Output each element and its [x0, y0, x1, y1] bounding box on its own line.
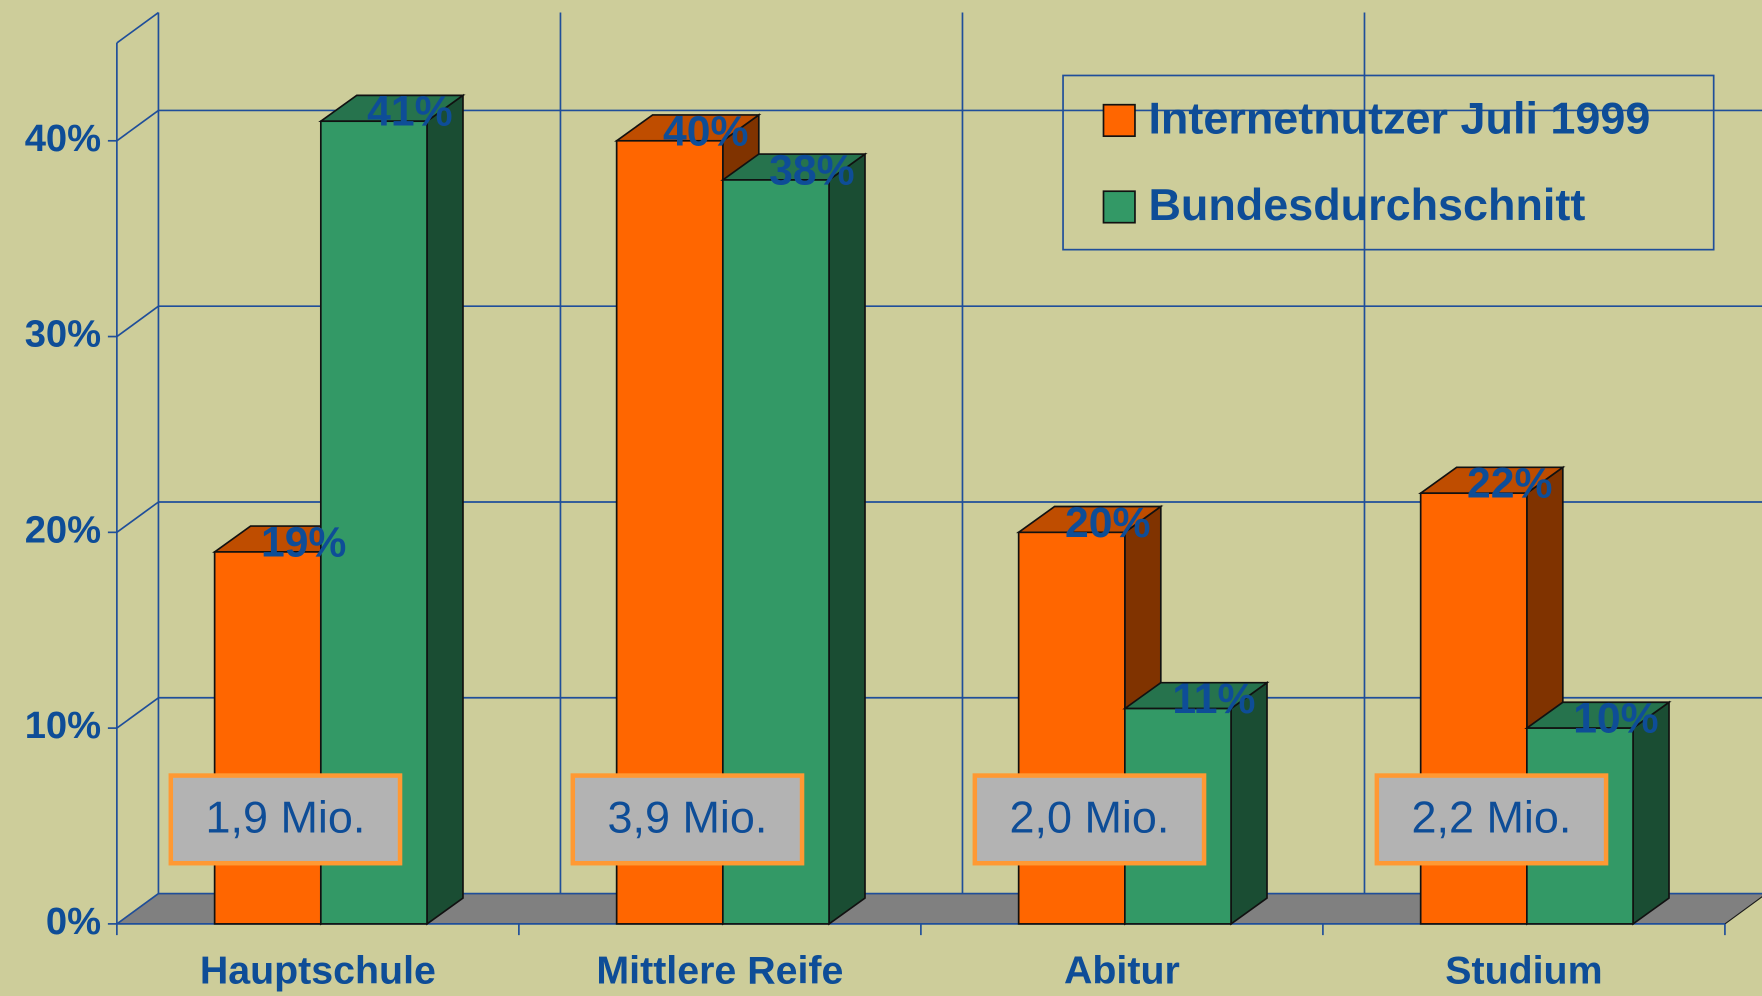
y-tick-label: 10% — [25, 704, 101, 747]
x-tick-label: Mittlere Reife — [596, 949, 843, 993]
grid-line — [116, 892, 159, 925]
x-tick-label: Studium — [1445, 949, 1602, 993]
data-label: 10% — [1573, 695, 1658, 743]
x-tick-label: Hauptschule — [200, 949, 436, 993]
y-tick-label: 0% — [46, 900, 101, 943]
annotation: 2,0 Mio. — [1010, 791, 1170, 842]
legend-label: Bundesdurchschnitt — [1148, 179, 1585, 230]
y-tick-label: 20% — [25, 508, 101, 551]
legend-label: Internetnutzer Juli 1999 — [1148, 92, 1650, 143]
y-tick-label: 30% — [25, 313, 101, 356]
y-tick-label: 40% — [25, 117, 101, 160]
data-label: 20% — [1065, 499, 1150, 547]
x-tick-label: Abitur — [1064, 949, 1180, 993]
grid-line — [116, 697, 159, 729]
legend-swatch — [1102, 103, 1136, 138]
annotation-box — [972, 773, 1207, 866]
data-label: 19% — [261, 518, 346, 566]
data-label: 40% — [663, 107, 748, 155]
grid-line — [116, 305, 159, 338]
grid-line — [116, 501, 159, 534]
data-label: 41% — [367, 88, 452, 136]
annotation-box — [168, 773, 403, 866]
legend-swatch — [1102, 190, 1136, 224]
annotation-box — [1374, 773, 1609, 866]
annotation-box — [570, 773, 805, 866]
annotation: 3,9 Mio. — [608, 791, 768, 842]
bar-side — [426, 93, 464, 926]
bar — [213, 551, 322, 925]
legend — [1062, 74, 1715, 251]
data-label: 22% — [1467, 460, 1552, 508]
annotation: 1,9 Mio. — [205, 791, 365, 842]
bar-side — [828, 152, 866, 926]
left-wall-top — [116, 11, 159, 44]
annotation: 2,2 Mio. — [1412, 791, 1572, 842]
data-label: 11% — [1172, 675, 1255, 723]
grid-line — [116, 109, 159, 142]
data-label: 38% — [769, 146, 854, 194]
